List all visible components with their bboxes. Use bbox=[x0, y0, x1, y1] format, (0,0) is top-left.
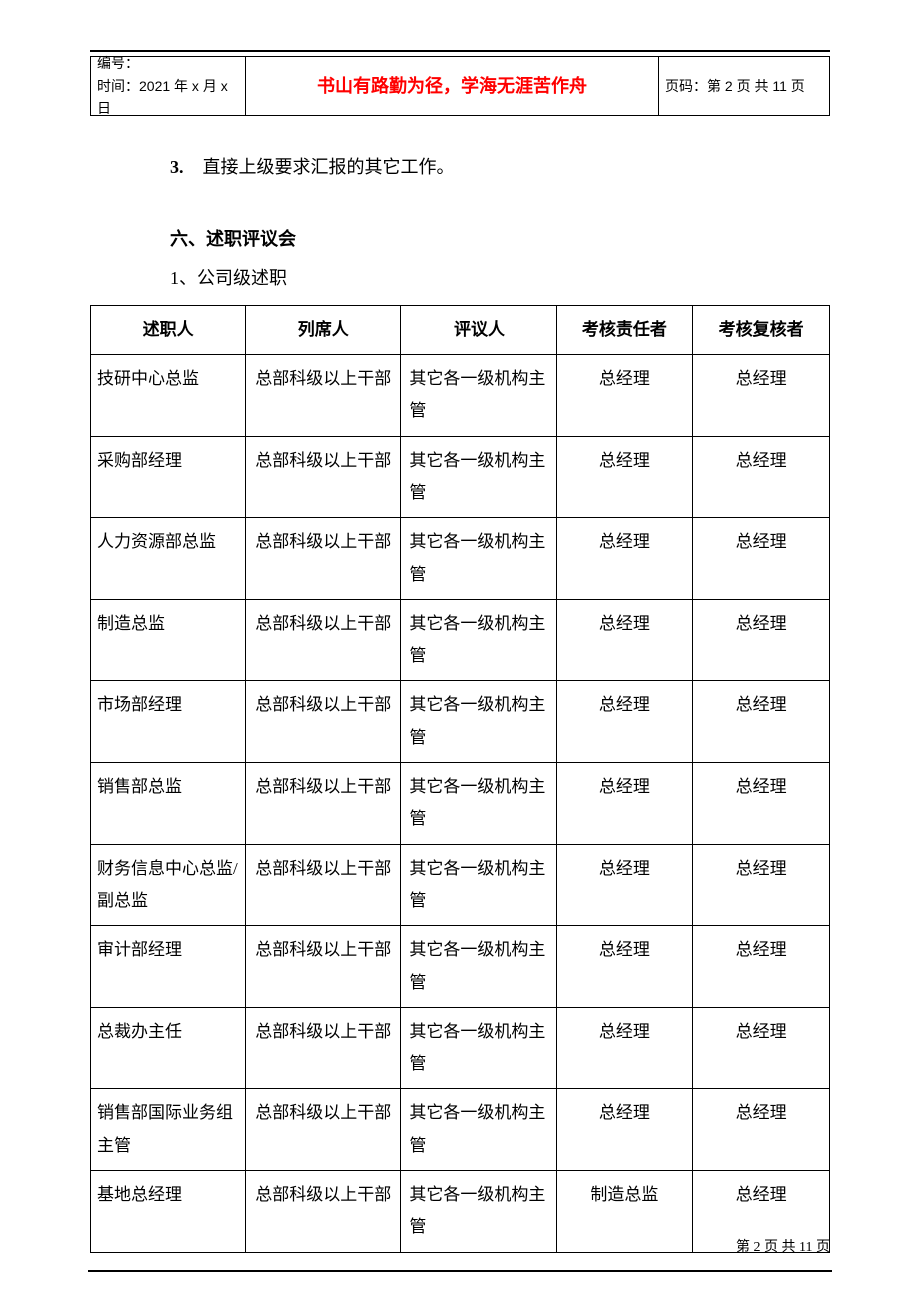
table-cell: 销售部总监 bbox=[91, 763, 246, 845]
table-cell: 总经理 bbox=[693, 436, 830, 518]
table-header-cell: 列席人 bbox=[246, 305, 401, 354]
list-item-3-number: 3. bbox=[170, 148, 198, 188]
table-row: 基地总经理总部科级以上干部其它各一级机构主管制造总监总经理 bbox=[91, 1171, 830, 1253]
table-row: 人力资源部总监总部科级以上干部其它各一级机构主管总经理总经理 bbox=[91, 518, 830, 600]
table-header-cell: 述职人 bbox=[91, 305, 246, 354]
table-cell: 总经理 bbox=[693, 844, 830, 926]
list-item-3: 3. 直接上级要求汇报的其它工作。 bbox=[90, 148, 830, 188]
table-cell: 总经理 bbox=[556, 1007, 693, 1089]
table-cell: 总经理 bbox=[693, 763, 830, 845]
table-cell: 总经理 bbox=[693, 1089, 830, 1171]
table-cell: 总经理 bbox=[693, 355, 830, 437]
table-cell: 总经理 bbox=[556, 355, 693, 437]
subsection-1: 1、公司级述职 bbox=[90, 259, 830, 299]
table-cell: 总经理 bbox=[556, 599, 693, 681]
table-cell: 其它各一级机构主管 bbox=[401, 1089, 556, 1171]
table-cell: 销售部国际业务组主管 bbox=[91, 1089, 246, 1171]
table-cell: 总部科级以上干部 bbox=[246, 844, 401, 926]
table-row: 采购部经理总部科级以上干部其它各一级机构主管总经理总经理 bbox=[91, 436, 830, 518]
header-right-text: 页码：第 2 页 共 11 页 bbox=[665, 75, 823, 97]
table-header-row: 述职人列席人评议人考核责任者考核复核者 bbox=[91, 305, 830, 354]
table-cell: 总经理 bbox=[556, 1089, 693, 1171]
table-cell: 总部科级以上干部 bbox=[246, 763, 401, 845]
table-cell: 财务信息中心总监/副总监 bbox=[91, 844, 246, 926]
table-cell: 其它各一级机构主管 bbox=[401, 355, 556, 437]
table-header-cell: 评议人 bbox=[401, 305, 556, 354]
table-row: 审计部经理总部科级以上干部其它各一级机构主管总经理总经理 bbox=[91, 926, 830, 1008]
review-table: 述职人列席人评议人考核责任者考核复核者 技研中心总监总部科级以上干部其它各一级机… bbox=[90, 305, 830, 1253]
table-cell: 总部科级以上干部 bbox=[246, 1171, 401, 1253]
table-header-cell: 考核复核者 bbox=[693, 305, 830, 354]
table-cell: 其它各一级机构主管 bbox=[401, 436, 556, 518]
table-cell: 其它各一级机构主管 bbox=[401, 1007, 556, 1089]
table-cell: 总裁办主任 bbox=[91, 1007, 246, 1089]
table-cell: 总经理 bbox=[556, 844, 693, 926]
header-mid: 书山有路勤为径，学海无涯苦作舟 bbox=[246, 57, 659, 115]
table-cell: 审计部经理 bbox=[91, 926, 246, 1008]
footer-rule bbox=[88, 1270, 832, 1272]
table-cell: 其它各一级机构主管 bbox=[401, 599, 556, 681]
table-cell: 总部科级以上干部 bbox=[246, 599, 401, 681]
table-cell: 人力资源部总监 bbox=[91, 518, 246, 600]
table-cell: 制造总监 bbox=[556, 1171, 693, 1253]
table-cell: 其它各一级机构主管 bbox=[401, 763, 556, 845]
table-cell: 总部科级以上干部 bbox=[246, 681, 401, 763]
table-cell: 总经理 bbox=[556, 518, 693, 600]
table-row: 制造总监总部科级以上干部其它各一级机构主管总经理总经理 bbox=[91, 599, 830, 681]
table-row: 总裁办主任总部科级以上干部其它各一级机构主管总经理总经理 bbox=[91, 1007, 830, 1089]
table-body: 技研中心总监总部科级以上干部其它各一级机构主管总经理总经理采购部经理总部科级以上… bbox=[91, 355, 830, 1253]
table-cell: 采购部经理 bbox=[91, 436, 246, 518]
table-cell: 总经理 bbox=[693, 926, 830, 1008]
table-cell: 技研中心总监 bbox=[91, 355, 246, 437]
table-row: 市场部经理总部科级以上干部其它各一级机构主管总经理总经理 bbox=[91, 681, 830, 763]
header-mid-text: 书山有路勤为径，学海无涯苦作舟 bbox=[252, 72, 652, 101]
table-cell: 总经理 bbox=[556, 436, 693, 518]
table-cell: 总经理 bbox=[556, 681, 693, 763]
header-left-line1: 编号： bbox=[97, 52, 239, 74]
table-cell: 总部科级以上干部 bbox=[246, 1007, 401, 1089]
section-6-heading: 六、述职评议会 bbox=[90, 220, 830, 260]
header-right: 页码：第 2 页 共 11 页 bbox=[659, 57, 829, 115]
table-cell: 其它各一级机构主管 bbox=[401, 681, 556, 763]
table-cell: 总部科级以上干部 bbox=[246, 436, 401, 518]
table-cell: 总部科级以上干部 bbox=[246, 518, 401, 600]
table-cell: 总经理 bbox=[693, 1007, 830, 1089]
table-cell: 总经理 bbox=[693, 681, 830, 763]
header-table: 编号： 时间：2021 年 x 月 x 日 书山有路勤为径，学海无涯苦作舟 页码… bbox=[90, 56, 830, 116]
table-cell: 其它各一级机构主管 bbox=[401, 518, 556, 600]
table-row: 财务信息中心总监/副总监总部科级以上干部其它各一级机构主管总经理总经理 bbox=[91, 844, 830, 926]
table-row: 销售部总监总部科级以上干部其它各一级机构主管总经理总经理 bbox=[91, 763, 830, 845]
table-cell: 市场部经理 bbox=[91, 681, 246, 763]
list-item-3-text: 直接上级要求汇报的其它工作。 bbox=[203, 157, 455, 177]
table-cell: 总部科级以上干部 bbox=[246, 926, 401, 1008]
footer-page-number: 第 2 页 共 11 页 bbox=[736, 1236, 830, 1256]
table-cell: 总经理 bbox=[693, 518, 830, 600]
header-left-line2: 时间：2021 年 x 月 x 日 bbox=[97, 75, 239, 120]
table-cell: 基地总经理 bbox=[91, 1171, 246, 1253]
table-cell: 其它各一级机构主管 bbox=[401, 926, 556, 1008]
table-cell: 总部科级以上干部 bbox=[246, 355, 401, 437]
table-row: 销售部国际业务组主管总部科级以上干部其它各一级机构主管总经理总经理 bbox=[91, 1089, 830, 1171]
table-row: 技研中心总监总部科级以上干部其它各一级机构主管总经理总经理 bbox=[91, 355, 830, 437]
table-cell: 总经理 bbox=[556, 763, 693, 845]
table-cell: 其它各一级机构主管 bbox=[401, 844, 556, 926]
table-cell: 总经理 bbox=[693, 599, 830, 681]
table-cell: 其它各一级机构主管 bbox=[401, 1171, 556, 1253]
table-header-cell: 考核责任者 bbox=[556, 305, 693, 354]
table-cell: 总经理 bbox=[556, 926, 693, 1008]
header-left: 编号： 时间：2021 年 x 月 x 日 bbox=[91, 57, 246, 115]
table-cell: 总部科级以上干部 bbox=[246, 1089, 401, 1171]
table-head: 述职人列席人评议人考核责任者考核复核者 bbox=[91, 305, 830, 354]
table-cell: 制造总监 bbox=[91, 599, 246, 681]
page-container: 编号： 时间：2021 年 x 月 x 日 书山有路勤为径，学海无涯苦作舟 页码… bbox=[0, 0, 920, 1293]
